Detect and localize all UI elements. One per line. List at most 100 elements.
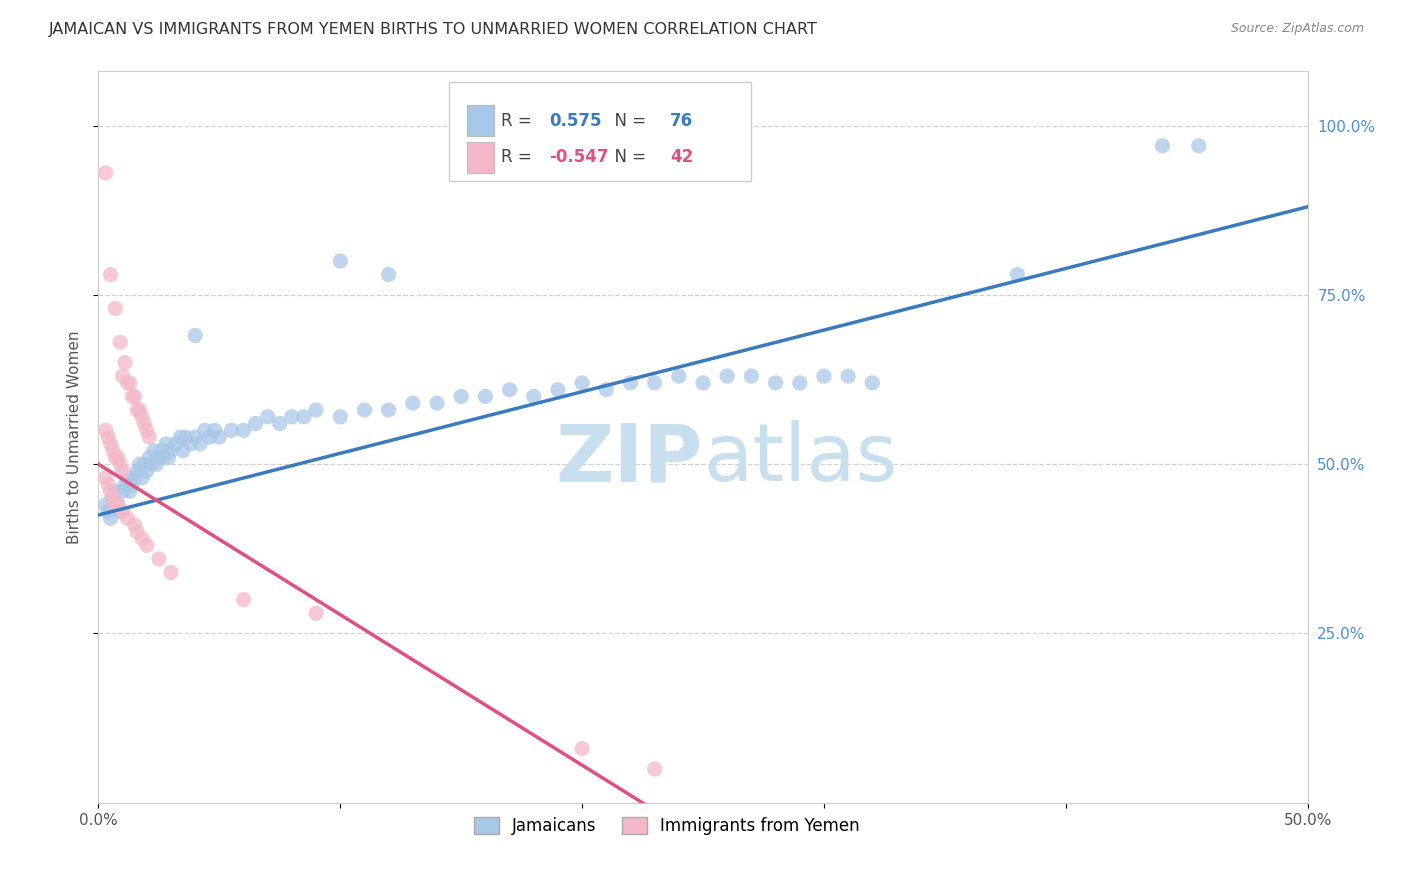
Point bbox=[101, 443, 124, 458]
Point bbox=[329, 409, 352, 424]
Point bbox=[128, 403, 150, 417]
Point bbox=[765, 376, 787, 390]
Point bbox=[174, 430, 197, 444]
Point bbox=[101, 491, 124, 505]
Point bbox=[232, 592, 254, 607]
Text: -0.547: -0.547 bbox=[550, 148, 609, 166]
Point bbox=[571, 376, 593, 390]
Point bbox=[131, 409, 153, 424]
Point bbox=[118, 484, 141, 499]
Point bbox=[97, 477, 120, 491]
Point bbox=[100, 484, 122, 499]
Point bbox=[101, 491, 124, 505]
Point bbox=[127, 403, 149, 417]
Point bbox=[740, 369, 762, 384]
Point bbox=[104, 498, 127, 512]
Point bbox=[108, 505, 131, 519]
Text: N =: N = bbox=[603, 148, 651, 166]
Point bbox=[208, 430, 231, 444]
Point bbox=[107, 498, 129, 512]
Point bbox=[124, 471, 146, 485]
Point bbox=[450, 389, 472, 403]
Point bbox=[1188, 139, 1211, 153]
Point bbox=[152, 450, 174, 465]
Point bbox=[1152, 139, 1174, 153]
Point bbox=[143, 443, 166, 458]
Point bbox=[134, 417, 156, 431]
Point bbox=[117, 511, 139, 525]
Point bbox=[141, 457, 163, 471]
Point bbox=[117, 471, 139, 485]
Point bbox=[131, 532, 153, 546]
Point bbox=[127, 524, 149, 539]
Point bbox=[619, 376, 641, 390]
Y-axis label: Births to Unmarried Women: Births to Unmarried Women bbox=[67, 330, 83, 544]
Point bbox=[184, 328, 207, 343]
Point bbox=[160, 443, 183, 458]
Point bbox=[305, 403, 328, 417]
Point bbox=[124, 518, 146, 533]
Point bbox=[281, 409, 304, 424]
Point bbox=[127, 464, 149, 478]
Point bbox=[111, 484, 134, 499]
Point bbox=[329, 254, 352, 268]
Point bbox=[157, 450, 180, 465]
Bar bbox=[467, 105, 494, 136]
Text: 76: 76 bbox=[671, 112, 693, 129]
Point bbox=[148, 552, 170, 566]
Point bbox=[474, 389, 496, 403]
Point bbox=[138, 430, 160, 444]
Text: N =: N = bbox=[603, 112, 651, 129]
Point bbox=[121, 389, 143, 403]
Point bbox=[204, 423, 226, 437]
Point bbox=[221, 423, 243, 437]
Point bbox=[305, 606, 328, 620]
Point bbox=[165, 437, 187, 451]
Point bbox=[837, 369, 859, 384]
Point bbox=[256, 409, 278, 424]
Point bbox=[232, 423, 254, 437]
Point bbox=[644, 762, 666, 776]
Point bbox=[292, 409, 315, 424]
Point bbox=[108, 335, 131, 350]
Point bbox=[194, 423, 217, 437]
Point bbox=[716, 369, 738, 384]
Point bbox=[104, 301, 127, 316]
Point bbox=[108, 457, 131, 471]
Point bbox=[138, 450, 160, 465]
Point bbox=[94, 166, 117, 180]
Point bbox=[121, 477, 143, 491]
Point bbox=[104, 484, 127, 499]
Point bbox=[172, 443, 194, 458]
Point bbox=[169, 430, 191, 444]
Point bbox=[377, 268, 399, 282]
FancyBboxPatch shape bbox=[449, 82, 751, 181]
Point bbox=[353, 403, 375, 417]
Point bbox=[114, 477, 136, 491]
Point bbox=[150, 443, 173, 458]
Point bbox=[94, 423, 117, 437]
Point bbox=[155, 437, 177, 451]
Point bbox=[668, 369, 690, 384]
Point bbox=[94, 471, 117, 485]
Point bbox=[111, 369, 134, 384]
Point bbox=[498, 383, 520, 397]
Text: 0.575: 0.575 bbox=[550, 112, 602, 129]
Point bbox=[789, 376, 811, 390]
Bar bbox=[467, 142, 494, 173]
Point bbox=[571, 741, 593, 756]
Point bbox=[644, 376, 666, 390]
Point bbox=[111, 505, 134, 519]
Point bbox=[128, 457, 150, 471]
Point bbox=[100, 268, 122, 282]
Point bbox=[160, 566, 183, 580]
Point bbox=[184, 430, 207, 444]
Legend: Jamaicans, Immigrants from Yemen: Jamaicans, Immigrants from Yemen bbox=[467, 811, 866, 842]
Point bbox=[135, 538, 157, 552]
Point bbox=[692, 376, 714, 390]
Point bbox=[124, 389, 146, 403]
Point bbox=[114, 355, 136, 369]
Point bbox=[135, 423, 157, 437]
Point bbox=[595, 383, 617, 397]
Point bbox=[523, 389, 546, 403]
